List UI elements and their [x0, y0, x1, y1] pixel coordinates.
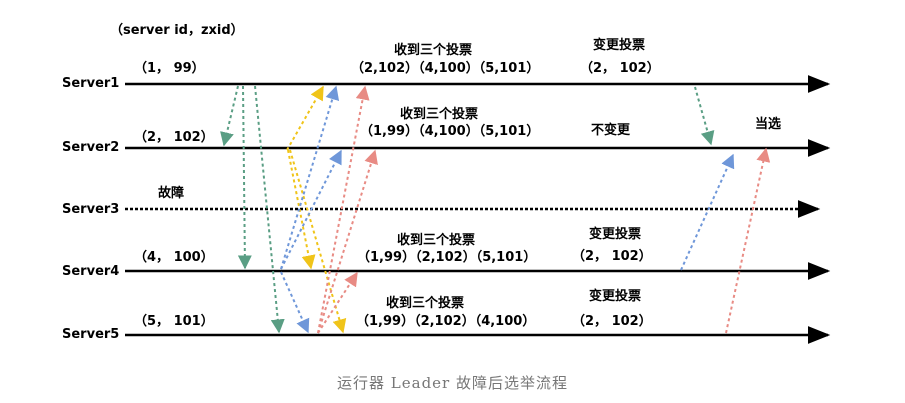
server5-vote-arrows [317, 85, 378, 334]
server2-received-title: 收到三个投票 [400, 107, 479, 122]
server2-initial-vote: （2， 102） [134, 130, 214, 145]
server4-new-vote: （2， 102） [572, 249, 652, 264]
server5-received-votes: （1,99）（2,102）（4,100） [356, 314, 536, 329]
server1-received-votes: （2,102）（4,100）（5,101） [351, 61, 540, 76]
server3-status: 故障 [158, 186, 185, 201]
server2-received-votes: （1,99）（4,100）（5,101） [360, 124, 540, 139]
server5-new-vote: （2， 102） [572, 314, 652, 329]
server5-name: Server5 [62, 327, 120, 342]
server2-name: Server2 [62, 140, 120, 155]
server1-initial-vote: （1， 99） [134, 61, 205, 76]
server4-received-votes: （1,99）（2,102）（5,101） [357, 250, 537, 265]
server4-initial-vote: （4， 100） [134, 250, 214, 265]
server5-initial-vote: （5， 101） [134, 314, 214, 329]
server1-received-title: 收到三个投票 [394, 43, 473, 58]
server5-new-vote-arrow [725, 147, 771, 334]
server1-new-vote: （2， 102） [580, 61, 660, 76]
server1-vote-arrows [220, 85, 285, 334]
server1-decision: 变更投票 [593, 38, 646, 53]
server1-name: Server1 [62, 76, 120, 91]
server4-received-title: 收到三个投票 [397, 233, 476, 248]
server4-vote-arrows [280, 85, 342, 334]
server5-decision: 变更投票 [589, 289, 642, 304]
server3-name: Server3 [62, 202, 120, 217]
server2-decision: 不变更 [591, 123, 631, 138]
server1-new-vote-arrow [694, 86, 715, 146]
header-label: （server id，zxid） [110, 23, 244, 38]
server4-new-vote-arrow [680, 153, 735, 271]
server4-name: Server4 [62, 264, 120, 279]
figure-caption: 运行器 Leader 故障后选举流程 [337, 374, 568, 392]
server2-result: 当选 [755, 117, 782, 132]
server5-received-title: 收到三个投票 [386, 296, 465, 311]
server4-decision: 变更投票 [589, 227, 642, 242]
